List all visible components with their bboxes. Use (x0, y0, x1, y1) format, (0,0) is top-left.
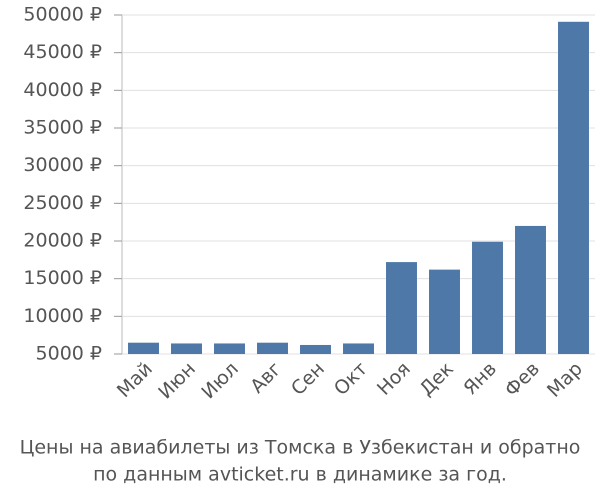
x-tick-label: Авг (246, 358, 286, 398)
x-tick-label: Май (113, 358, 157, 402)
x-tick-label: Июл (197, 358, 243, 404)
x-tick-label: Мар (543, 358, 587, 402)
bar (257, 342, 288, 354)
y-tick-label: 35000 ₽ (23, 117, 102, 139)
x-tick-label: Дек (415, 358, 457, 400)
y-tick-label: 5000 ₽ (36, 343, 102, 365)
x-tick-label: Июн (154, 358, 200, 404)
bar (214, 343, 245, 354)
bar (300, 344, 331, 354)
x-tick-label: Сен (287, 358, 329, 400)
x-tick-label: Фев (501, 358, 544, 401)
y-tick-label: 30000 ₽ (23, 154, 102, 176)
bar (171, 343, 202, 354)
y-tick-label: 50000 ₽ (23, 4, 102, 26)
bar (128, 342, 159, 354)
bar (429, 269, 460, 354)
x-tick-label: Янв (459, 358, 501, 400)
y-tick-label: 15000 ₽ (23, 267, 102, 289)
bar (472, 241, 503, 354)
y-tick-label: 40000 ₽ (23, 79, 102, 101)
bar (386, 262, 417, 354)
y-tick-label: 10000 ₽ (23, 305, 102, 327)
x-tick-label: Окт (330, 358, 372, 400)
y-tick-label: 25000 ₽ (23, 192, 102, 214)
bar (343, 343, 374, 354)
bar (558, 21, 589, 355)
bar (515, 225, 546, 354)
x-tick-label: Ноя (373, 358, 415, 400)
chart-title: Цены на авиабилеты из Томска в Узбекиста… (20, 437, 581, 459)
y-tick-label: 20000 ₽ (23, 230, 102, 252)
y-tick-label: 45000 ₽ (23, 41, 102, 63)
chart-title: по данным avticket.ru в динамике за год. (93, 464, 507, 486)
